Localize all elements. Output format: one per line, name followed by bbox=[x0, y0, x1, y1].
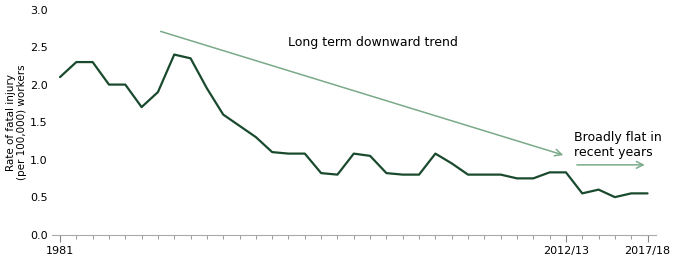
Text: Long term downward trend: Long term downward trend bbox=[289, 36, 458, 49]
Y-axis label: Rate of fatal injury
(per 100,000) workers: Rate of fatal injury (per 100,000) worke… bbox=[5, 64, 27, 180]
Text: Broadly flat in
recent years: Broadly flat in recent years bbox=[574, 131, 662, 159]
